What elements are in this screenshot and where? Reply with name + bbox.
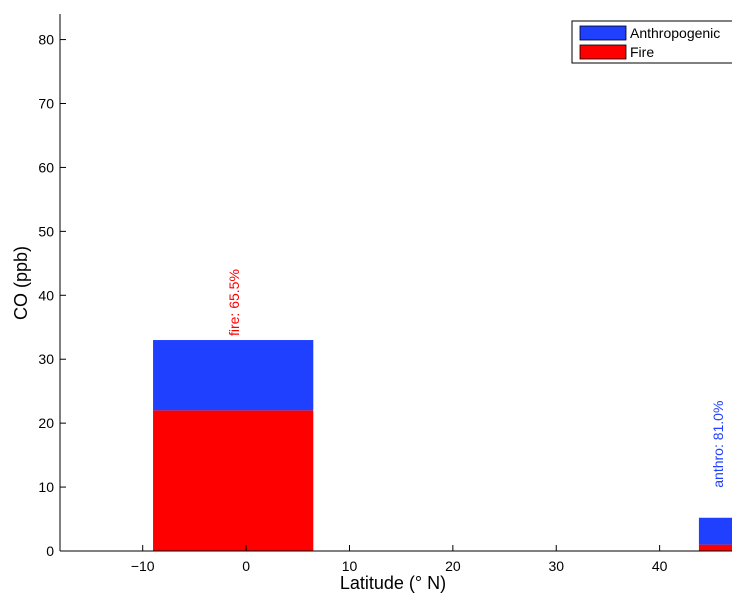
y-tick-label-7: 70 <box>38 96 54 112</box>
y-tick-label-0: 0 <box>46 543 54 559</box>
x-tick-label-4: 30 <box>548 558 564 574</box>
bar-anthropogenic-1 <box>698 517 732 545</box>
legend-label-fire: Fire <box>630 44 654 60</box>
ticks-layer: −10 0 10 20 30 40 0 10 20 30 40 50 60 70 80 <box>38 32 667 574</box>
y-tick-label-1: 10 <box>38 479 54 495</box>
bar-anthropogenic-0 <box>153 340 314 411</box>
x-tick-label-1: 0 <box>242 558 250 574</box>
y-tick-label-3: 30 <box>38 351 54 367</box>
y-tick-label-4: 40 <box>38 287 54 303</box>
bar-fire-1 <box>698 544 732 551</box>
bar-annotation-1: anthro: 81.0% <box>710 401 726 488</box>
bar-annotation-0: fire: 65.5% <box>226 269 242 336</box>
bars-layer <box>153 340 732 551</box>
y-tick-label-6: 60 <box>38 159 54 175</box>
legend-swatch-anthropogenic <box>579 25 627 41</box>
x-tick-label-0: −10 <box>131 558 155 574</box>
y-axis-title: CO (ppb) <box>11 246 31 320</box>
x-tick-label-3: 20 <box>445 558 461 574</box>
x-tick-label-5: 40 <box>652 558 668 574</box>
bar-fire-0 <box>153 410 314 551</box>
annotations-layer: fire: 65.5% anthro: 81.0% <box>226 269 726 488</box>
legend: Anthropogenic Fire <box>571 20 732 64</box>
y-tick-label-8: 80 <box>38 32 54 48</box>
legend-label-anthropogenic: Anthropogenic <box>630 25 720 41</box>
x-axis-title: Latitude (° N) <box>340 573 446 593</box>
y-tick-label-5: 50 <box>38 223 54 239</box>
legend-swatch-fire <box>579 44 627 60</box>
y-tick-label-2: 20 <box>38 415 54 431</box>
x-tick-label-2: 10 <box>342 558 358 574</box>
